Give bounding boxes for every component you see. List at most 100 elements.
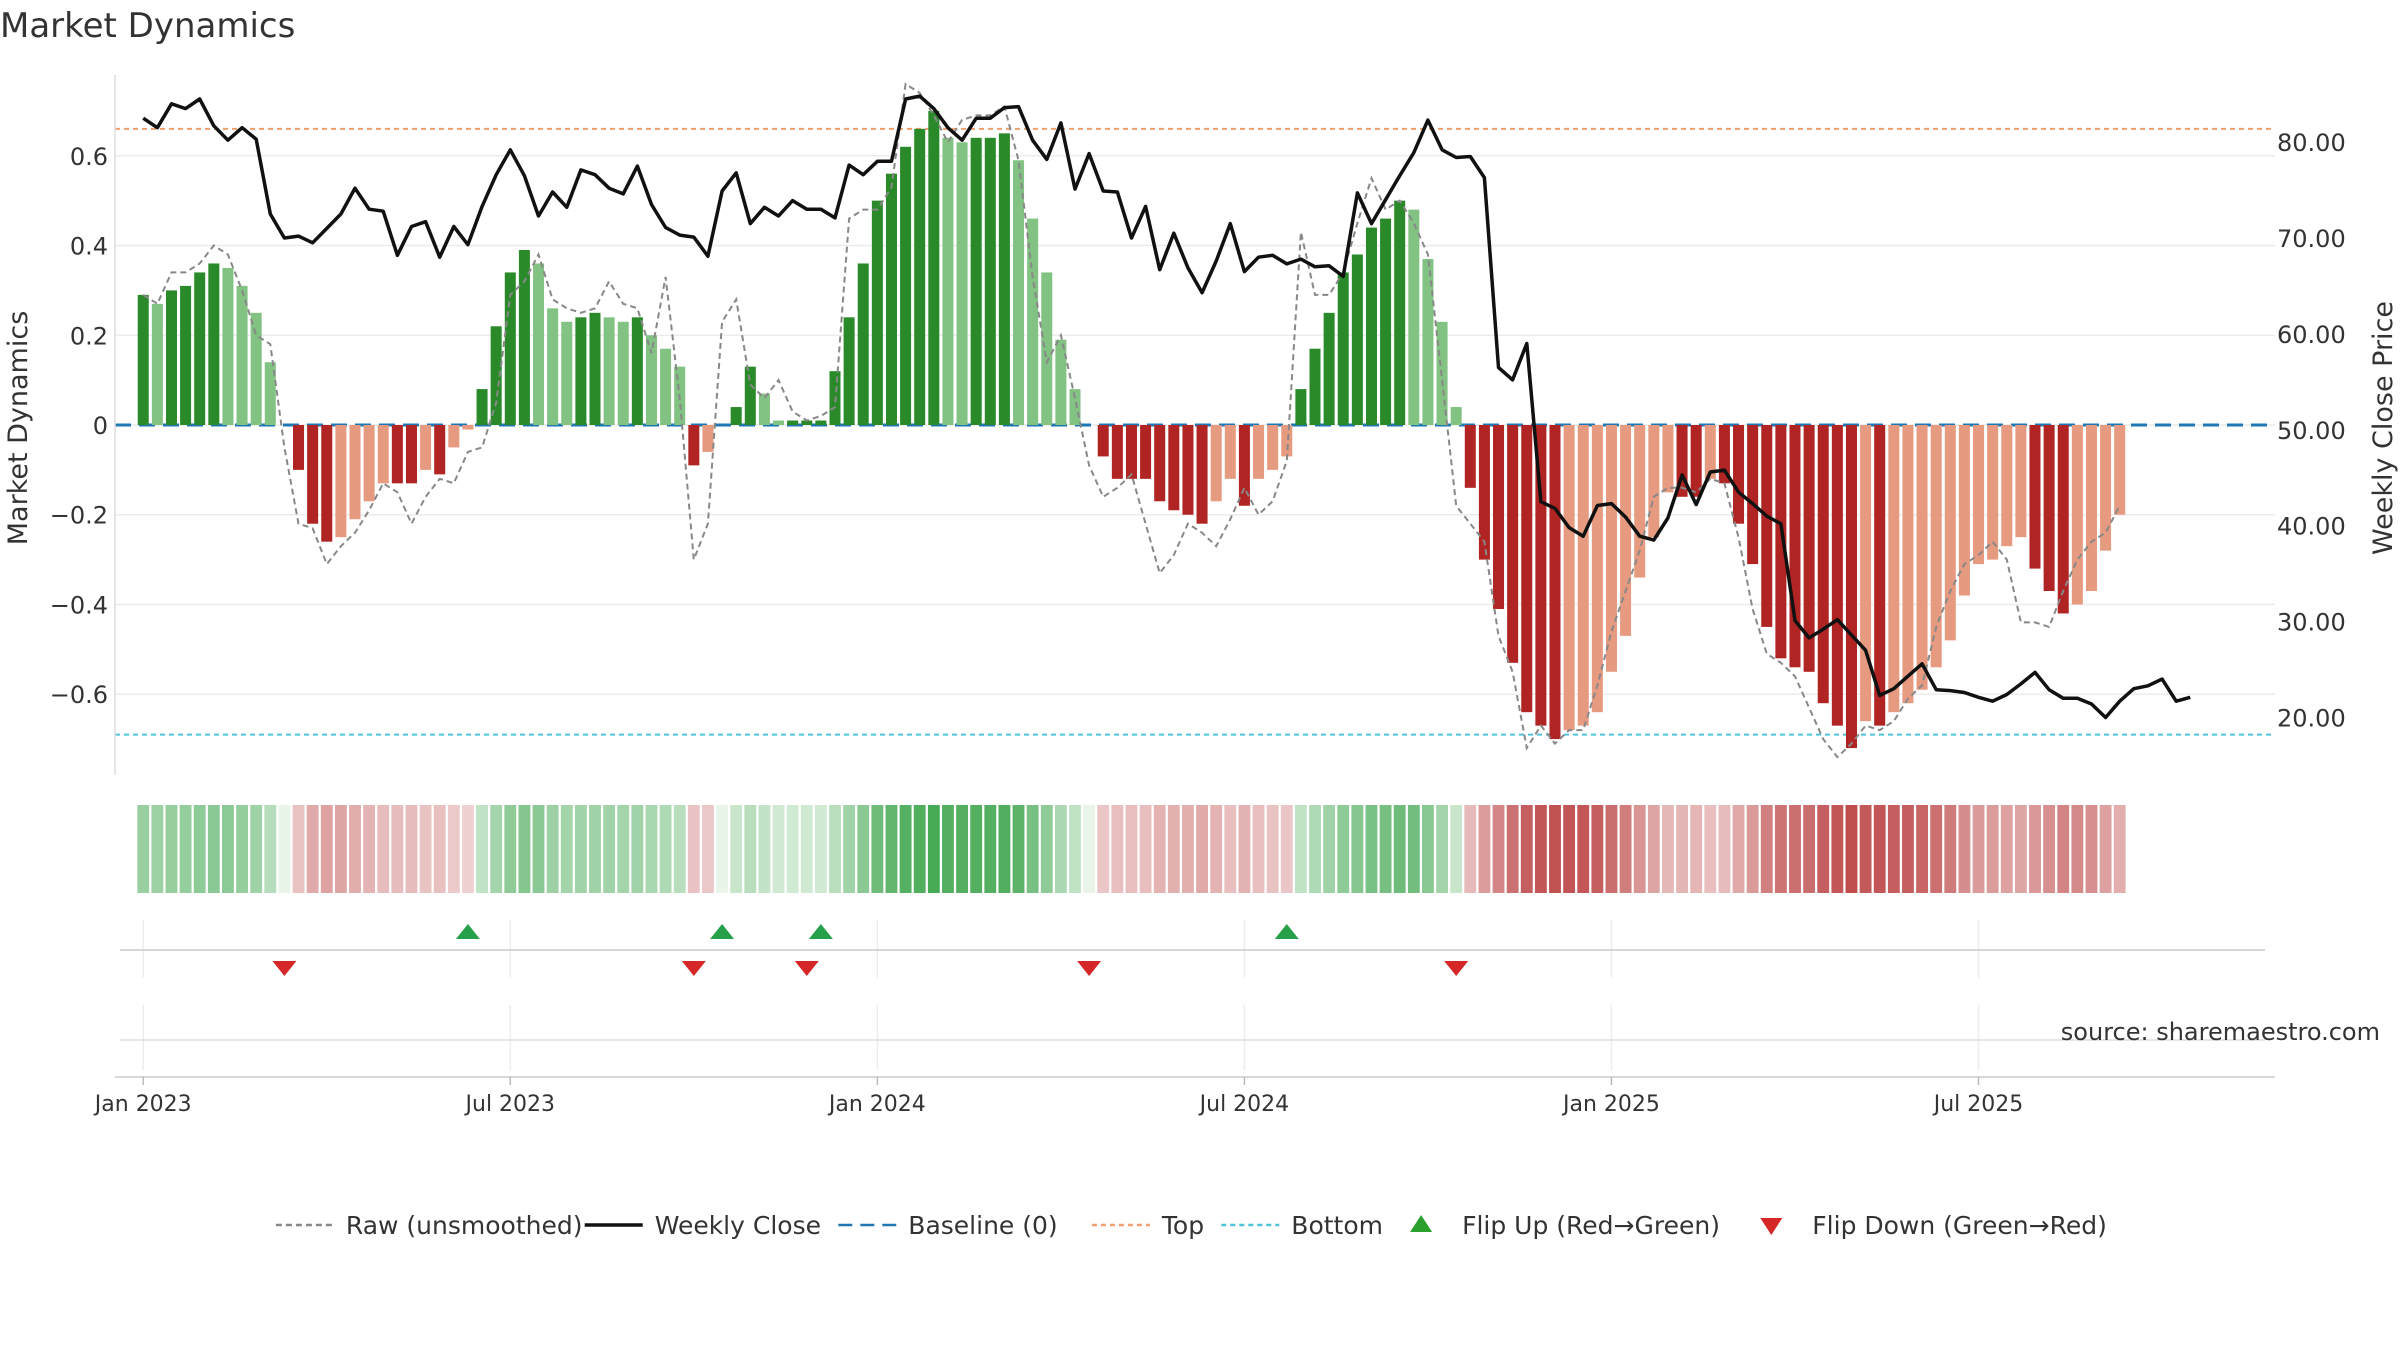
- y-axis-right-label: Weekly Close Price: [2368, 301, 2399, 555]
- bar: [2057, 425, 2069, 614]
- strip-cell: [1422, 805, 1434, 893]
- legend-label: Top: [1161, 1211, 1204, 1240]
- strip-cell: [716, 805, 728, 893]
- bar: [1718, 425, 1730, 484]
- strip-cell: [1817, 805, 1830, 893]
- strip-cell: [349, 805, 361, 893]
- bar: [2043, 425, 2055, 592]
- strip-cell: [659, 805, 672, 893]
- strip-cell: [1916, 805, 1928, 893]
- legend-entry: Flip Up (Red→Green): [1410, 1211, 1720, 1240]
- bar: [1111, 425, 1123, 479]
- y-tick-right: 20.00: [2277, 704, 2346, 732]
- bar: [462, 425, 474, 430]
- strip-cell: [1153, 805, 1166, 893]
- bar: [264, 362, 276, 425]
- bar: [843, 317, 855, 425]
- strip-cell: [1040, 805, 1053, 893]
- bar: [1154, 425, 1166, 502]
- strip-cell: [1619, 805, 1632, 893]
- bar: [730, 407, 742, 425]
- bar: [1125, 425, 1137, 479]
- flip-up-marker: [1274, 924, 1299, 939]
- strip-cell: [2014, 805, 2027, 893]
- strip-cell: [1097, 805, 1110, 893]
- bar: [575, 317, 587, 425]
- strip-cell: [447, 805, 460, 893]
- strip-cell: [151, 805, 164, 893]
- strip-cell: [391, 805, 404, 893]
- flip-up-marker: [710, 924, 735, 939]
- y-tick-right: 50.00: [2277, 417, 2346, 445]
- strip-cell: [1351, 805, 1364, 893]
- bar: [363, 425, 375, 502]
- bar: [1563, 425, 1575, 731]
- y-tick-left: −0.4: [50, 591, 108, 619]
- bar: [1987, 425, 1999, 560]
- strip-cell: [2043, 805, 2056, 893]
- bar: [871, 200, 883, 425]
- bar: [1351, 254, 1363, 425]
- strip-cell: [1139, 805, 1152, 893]
- bar: [956, 142, 968, 426]
- raw-line: [142, 82, 2121, 759]
- bar: [1761, 425, 1773, 627]
- bar: [1549, 425, 1561, 740]
- strip-cell: [645, 805, 658, 893]
- legend-label: Flip Down (Green→Red): [1812, 1211, 2107, 1240]
- y-tick-left: −0.6: [50, 681, 108, 709]
- strip-cell: [1647, 805, 1660, 893]
- bar: [942, 137, 954, 426]
- strip-cell: [1803, 805, 1816, 893]
- strip-cell: [1520, 805, 1533, 893]
- bar: [420, 425, 432, 470]
- bar: [1930, 425, 1942, 668]
- strip-cell: [1986, 805, 1999, 893]
- bar: [448, 425, 460, 448]
- strip-cell: [476, 805, 488, 893]
- strip-cell: [574, 805, 587, 893]
- bar: [476, 389, 488, 425]
- bar: [180, 285, 192, 425]
- bar: [2114, 425, 2126, 515]
- bar: [1775, 425, 1787, 659]
- bar: [293, 425, 305, 470]
- strip-cell: [1026, 805, 1039, 893]
- strip-cell: [1662, 805, 1674, 893]
- strip-cell: [786, 805, 799, 893]
- bar: [1224, 425, 1236, 479]
- strip-cell: [504, 805, 517, 893]
- strip-cell: [1704, 805, 1717, 893]
- bars-layer: [137, 110, 2126, 749]
- bar: [1182, 425, 1194, 515]
- bar: [1577, 425, 1589, 726]
- strip-cell: [1450, 805, 1463, 893]
- strip-cell: [1845, 805, 1858, 893]
- strip-cell: [730, 805, 743, 893]
- strip-cell: [1676, 805, 1688, 893]
- source-text: source: sharemaestro.com: [2061, 1018, 2380, 1046]
- bar: [151, 303, 163, 425]
- bar: [744, 366, 756, 425]
- bar: [1464, 425, 1476, 488]
- bar: [561, 321, 573, 425]
- flip-up-marker: [808, 924, 833, 939]
- bar: [1168, 425, 1180, 511]
- bar: [928, 110, 940, 426]
- bar: [1422, 258, 1434, 425]
- strip-cell: [843, 805, 856, 893]
- strip-cell: [1365, 805, 1378, 893]
- bar: [1041, 272, 1053, 425]
- strip-cell: [871, 805, 884, 893]
- strip-cell: [165, 805, 178, 893]
- x-tick-label: Jul 2024: [1198, 1092, 1290, 1117]
- strip-cell: [334, 805, 347, 893]
- bar: [815, 420, 827, 425]
- bar: [547, 308, 559, 425]
- lines-layer: [142, 82, 2191, 759]
- bar: [1140, 425, 1152, 479]
- bar: [165, 290, 177, 425]
- strip-cell: [433, 805, 446, 893]
- bar: [1916, 425, 1928, 690]
